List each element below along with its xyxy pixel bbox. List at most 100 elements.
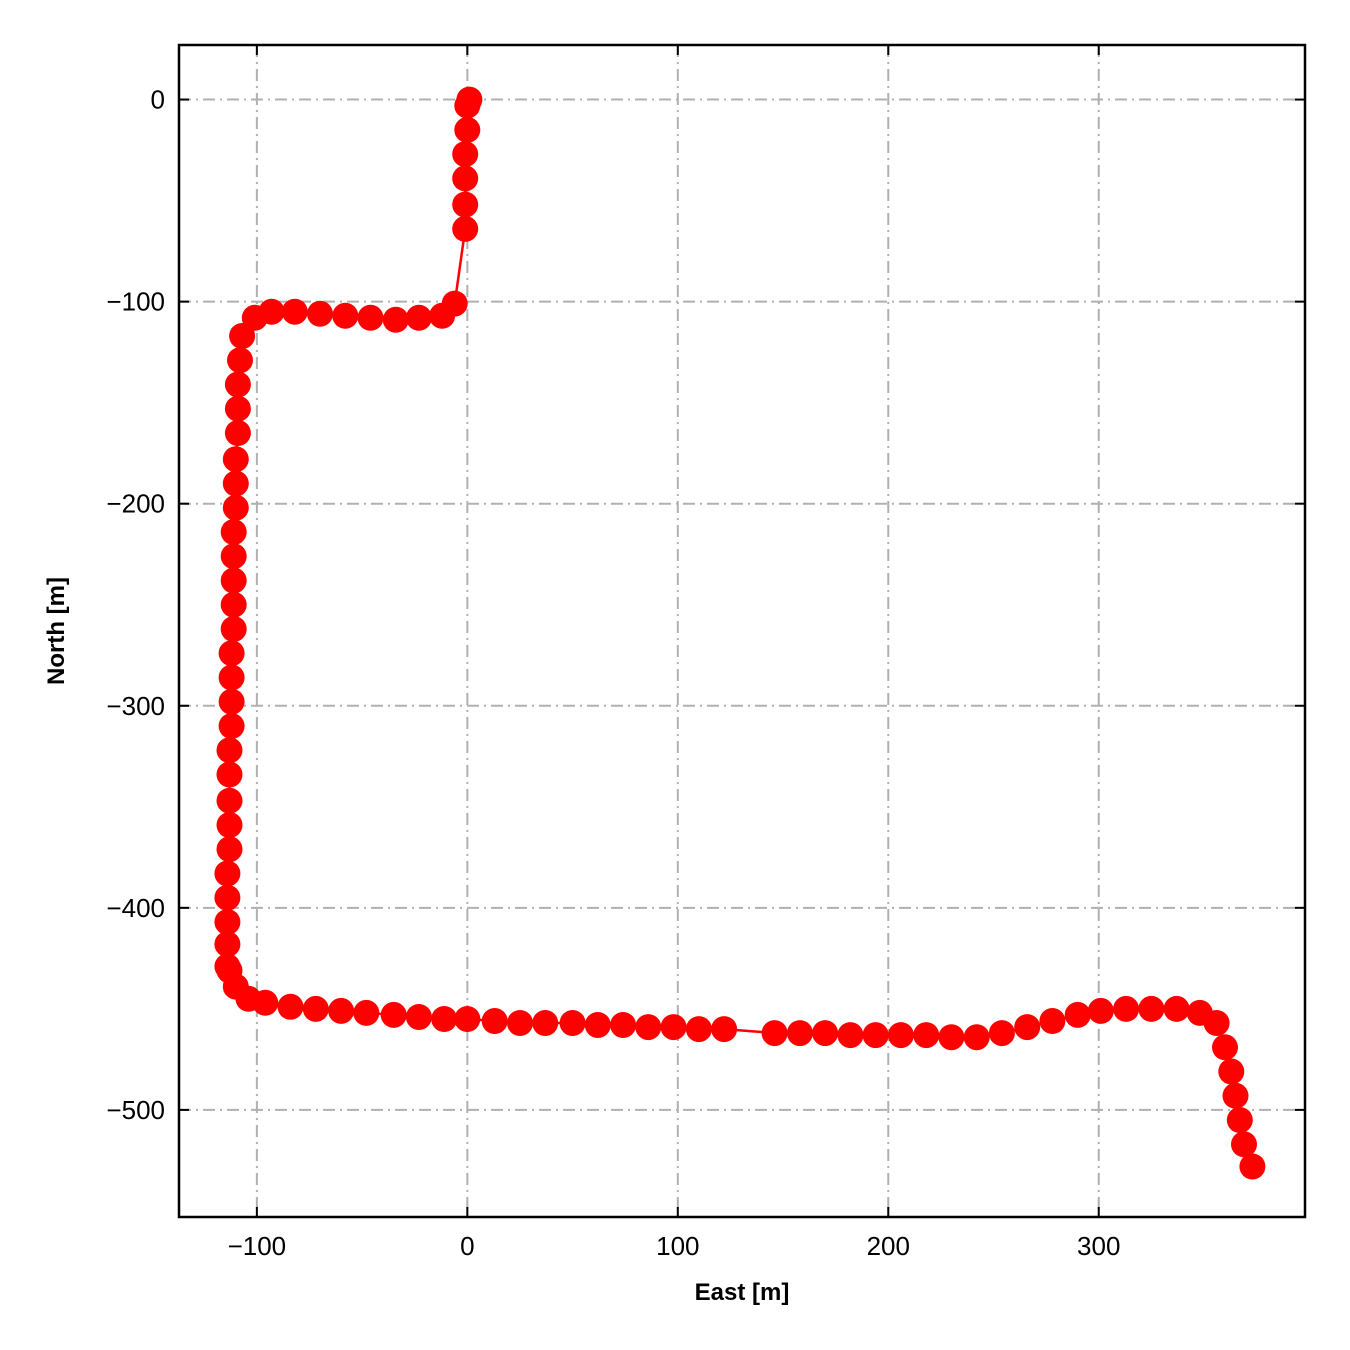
data-point	[660, 1014, 687, 1041]
data-point	[353, 999, 380, 1026]
data-point	[454, 92, 481, 119]
data-point	[837, 1022, 864, 1049]
data-point	[218, 688, 245, 715]
data-point	[507, 1010, 533, 1036]
data-point	[1203, 1010, 1230, 1036]
data-point	[1014, 1014, 1041, 1041]
tick-labels: −100 0 100 200 300 0 −100 −200 −300 −400 −500	[106, 85, 1120, 1261]
data-point	[218, 640, 245, 667]
data-point	[1064, 1001, 1091, 1028]
data-point	[1226, 1107, 1253, 1133]
data-point	[452, 141, 479, 168]
data-point	[1222, 1082, 1249, 1109]
data-point	[1218, 1058, 1245, 1085]
data-point	[481, 1008, 508, 1034]
data-point	[938, 1024, 965, 1051]
data-point	[216, 787, 243, 814]
data-point	[302, 995, 329, 1022]
data-point	[220, 519, 247, 545]
data-point	[1138, 995, 1165, 1022]
data-point	[862, 1022, 889, 1049]
data-point	[405, 1004, 432, 1030]
data-point	[887, 1022, 914, 1049]
data-point	[214, 860, 241, 887]
data-point	[307, 300, 333, 327]
data-point	[452, 191, 479, 218]
data-point	[786, 1020, 813, 1047]
y-tick-label: −200	[106, 489, 165, 519]
data-point	[227, 347, 253, 374]
data-point	[216, 761, 243, 788]
data-point	[711, 1016, 738, 1043]
data-point	[1212, 1034, 1238, 1061]
data-point	[559, 1010, 586, 1036]
data-point	[216, 737, 243, 764]
data-point	[610, 1012, 637, 1038]
data-point	[220, 591, 247, 618]
data-point	[1163, 995, 1190, 1022]
data-point	[454, 116, 481, 143]
data-point	[452, 165, 479, 192]
data-point	[812, 1020, 839, 1047]
x-tick-label: −100	[228, 1231, 287, 1261]
data-point	[685, 1016, 712, 1043]
x-tick-label: 200	[867, 1231, 910, 1261]
x-tick-label: 0	[460, 1231, 474, 1261]
data-point	[1239, 1153, 1266, 1180]
data-point	[281, 298, 308, 325]
data-point	[332, 302, 359, 329]
y-tick-label: 0	[151, 85, 165, 115]
data-point	[452, 215, 479, 242]
data-point	[328, 997, 355, 1024]
y-tick-label: −500	[106, 1095, 165, 1125]
y-tick-label: −400	[106, 893, 165, 923]
data-point	[222, 470, 249, 497]
grid	[179, 45, 1305, 1217]
data-point	[988, 1020, 1015, 1047]
data-point	[635, 1014, 662, 1041]
data-point	[224, 420, 251, 446]
data-point	[218, 713, 245, 739]
data-point	[405, 304, 432, 331]
data-point	[357, 304, 384, 331]
data-point	[218, 664, 245, 691]
plot-frame	[177, 43, 1307, 1219]
data-point	[761, 1020, 788, 1047]
data-point	[241, 304, 268, 331]
y-axis-title: North [m]	[43, 577, 70, 685]
x-tick-label: 300	[1077, 1231, 1120, 1261]
data-point	[220, 616, 247, 642]
y-tick-label: −300	[106, 691, 165, 721]
data-point	[532, 1010, 559, 1036]
data-point	[382, 306, 409, 333]
data-point	[224, 371, 251, 398]
data-point	[224, 395, 251, 422]
data-point	[252, 989, 279, 1016]
data-point	[963, 1024, 990, 1051]
data-point	[220, 543, 247, 570]
x-axis-title: East [m]	[695, 1279, 790, 1306]
y-tick-label: −100	[106, 287, 165, 317]
data-point	[216, 812, 243, 838]
data-point	[222, 494, 249, 521]
series-track	[214, 86, 1266, 1180]
data-point	[454, 1006, 481, 1032]
data-point	[277, 993, 304, 1020]
data-point	[214, 931, 241, 958]
data-point	[584, 1012, 611, 1038]
data-point	[1087, 997, 1114, 1024]
data-point	[214, 884, 241, 911]
ticks	[179, 45, 1305, 1217]
data-point	[214, 909, 241, 935]
data-point	[216, 836, 243, 863]
data-point	[431, 1006, 458, 1032]
data-point	[913, 1022, 940, 1049]
data-point	[220, 567, 247, 594]
data-point	[229, 323, 256, 349]
data-point	[1039, 1008, 1066, 1034]
data-point	[1113, 995, 1140, 1022]
x-tick-label: 100	[656, 1231, 699, 1261]
data-point	[222, 446, 249, 473]
